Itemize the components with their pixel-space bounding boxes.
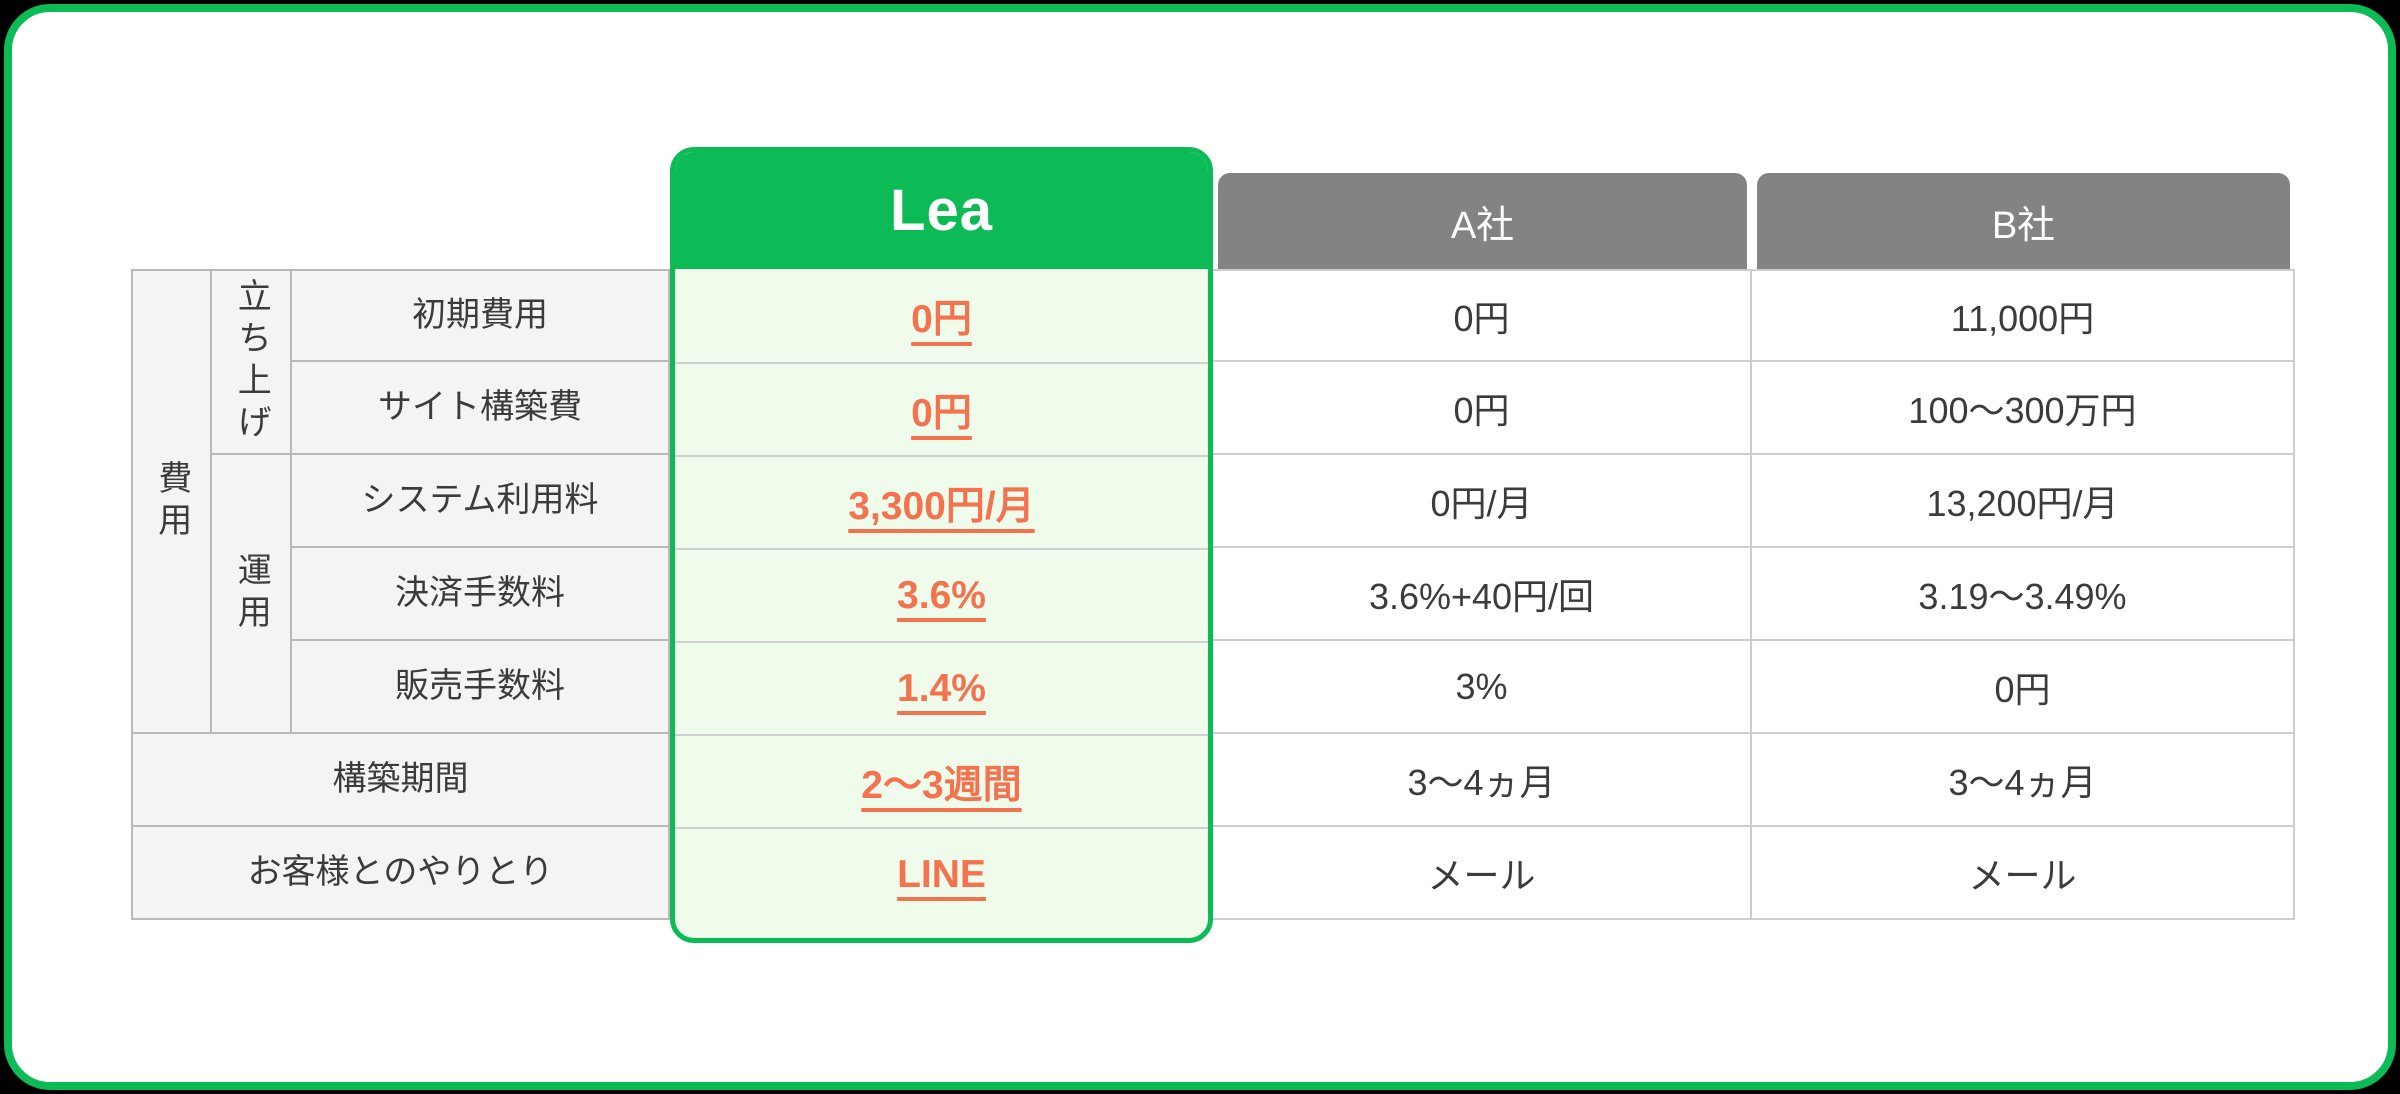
group-label-operation: 運用 xyxy=(212,455,292,734)
column-header-company-a: A社 xyxy=(1218,173,1747,269)
cell-company-b-payment-fee: 3.19〜3.49% xyxy=(1752,548,2295,641)
cell-lea-customer-communication: LINE xyxy=(675,827,1208,920)
comparison-table: 費用 立ち上げ 運用 初期費用 サイト構築費 システム利用料 決済手数料 販売手… xyxy=(131,147,2295,945)
cell-company-a-customer-communication: メール xyxy=(1213,827,1752,920)
cell-company-a-payment-fee: 3.6%+40円/回 xyxy=(1213,548,1752,641)
cell-company-a-system-fee: 0円/月 xyxy=(1213,455,1752,548)
row-label-payment-fee: 決済手数料 xyxy=(292,548,670,641)
cell-company-b-system-fee: 13,200円/月 xyxy=(1752,455,2295,548)
cell-company-b-build-period: 3〜4ヵ月 xyxy=(1752,734,2295,827)
cell-company-b-sales-fee: 0円 xyxy=(1752,641,2295,734)
lea-column-bottom-cap xyxy=(675,920,1208,938)
row-label-sales-fee: 販売手数料 xyxy=(292,641,670,734)
row-label-initial-cost: 初期費用 xyxy=(292,269,670,362)
cell-company-a-initial-cost: 0円 xyxy=(1213,269,1752,362)
cell-lea-payment-fee: 3.6% xyxy=(675,548,1208,641)
column-header-lea: Lea xyxy=(675,152,1208,269)
group-label-cost: 費用 xyxy=(131,269,212,734)
column-header-company-b: B社 xyxy=(1757,173,2290,269)
cell-company-b-customer-communication: メール xyxy=(1752,827,2295,920)
cell-company-a-build-period: 3〜4ヵ月 xyxy=(1213,734,1752,827)
cell-company-a-site-build-cost: 0円 xyxy=(1213,362,1752,455)
row-label-site-build-cost: サイト構築費 xyxy=(292,362,670,455)
cell-lea-site-build-cost: 0円 xyxy=(675,362,1208,455)
cell-company-b-initial-cost: 11,000円 xyxy=(1752,269,2295,362)
cell-company-a-sales-fee: 3% xyxy=(1213,641,1752,734)
card: 費用 立ち上げ 運用 初期費用 サイト構築費 システム利用料 決済手数料 販売手… xyxy=(4,4,2396,1090)
group-label-launch: 立ち上げ xyxy=(212,269,292,455)
cell-lea-sales-fee: 1.4% xyxy=(675,641,1208,734)
row-label-customer-communication: お客様とのやりとり xyxy=(131,827,670,920)
cell-lea-initial-cost: 0円 xyxy=(911,297,972,341)
row-label-system-fee: システム利用料 xyxy=(292,455,670,548)
cell-company-b-site-build-cost: 100〜300万円 xyxy=(1752,362,2295,455)
cell-lea-build-period: 2〜3週間 xyxy=(675,734,1208,827)
lea-highlight-column: Lea 0円 0円 3,300円/月 3.6% 1.4% 2〜3週間 LINE xyxy=(670,147,1213,943)
row-label-build-period: 構築期間 xyxy=(131,734,670,827)
cell-lea-system-fee: 3,300円/月 xyxy=(675,455,1208,548)
